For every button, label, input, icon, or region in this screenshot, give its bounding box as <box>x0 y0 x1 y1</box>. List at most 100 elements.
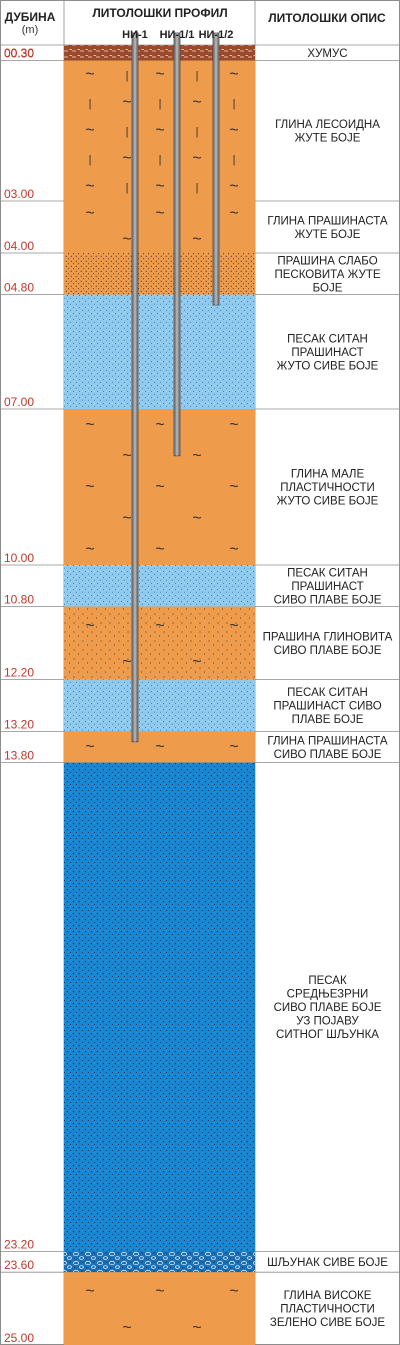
layer-description: СИВО ПЛАВЕ БОЈЕ <box>274 749 382 761</box>
clay-symbol: ~ <box>229 66 238 83</box>
layer-texture <box>64 1251 255 1273</box>
layer-description: ПРАШИНА ГЛИНОВИТА <box>263 631 393 643</box>
depth-label: 23.20 <box>4 1237 34 1251</box>
clay-symbol: ~ <box>85 66 94 83</box>
clay-symbol: ~ <box>192 1319 201 1336</box>
layer-description: ПЕСАК СИТАН <box>287 333 368 345</box>
layer-description: ПЕСАК <box>308 975 347 987</box>
layer-description: СИВО ПЛАВЕ БОЈЕ <box>274 594 382 606</box>
clay-symbol: ~ <box>192 150 201 167</box>
loess-symbol: | <box>89 98 92 110</box>
clay-symbol: ~ <box>229 416 238 433</box>
log-labels: ДУБИНА(m) ЛИТОЛОШКИ ПРОФИЛ ЛИТОЛОШКИ ОПИС Н… <box>4 6 393 1345</box>
layer-description: ЖУТО СИВЕ БОЈЕ <box>277 360 379 372</box>
layer-texture <box>64 253 255 295</box>
clay-symbol: ~ <box>85 617 94 634</box>
well-label-3: НИ-1/2 <box>199 29 234 41</box>
depth-label: 13.20 <box>4 717 34 731</box>
layer-description: ЖУТЕ БОЈЕ <box>295 229 361 241</box>
clay-symbol: ~ <box>229 178 238 195</box>
loess-symbol: | <box>126 70 129 82</box>
depth-label: 03.00 <box>4 187 34 201</box>
clay-symbol: ~ <box>155 122 164 139</box>
layer-clay <box>64 1272 255 1345</box>
clay-symbol: ~ <box>229 479 238 496</box>
profile-column-title: ЛИТОЛОШКИ ПРОФИЛ <box>92 6 227 20</box>
loess-symbol: | <box>159 98 162 110</box>
clay-symbol: ~ <box>85 739 94 756</box>
depth-label: 04.00 <box>4 239 34 253</box>
layer-description: ПРАШИНАСТ СИВО <box>273 700 381 712</box>
depth-unit-label: (m) <box>22 24 39 36</box>
loess-symbol: | <box>196 126 199 138</box>
layer-description: ШЉУНАК СИВЕ БОЈЕ <box>267 1257 388 1269</box>
layer-clay <box>64 731 255 763</box>
layer-description: ГЛИНА ЛЕСОИДНА <box>275 119 380 131</box>
clay-symbol: ~ <box>122 447 131 464</box>
clay-symbol: ~ <box>155 739 164 756</box>
lithology-column: ~ | ~ | ~ | ~ | ~ | ~ | ~ | ~ | ~ | ~ | ~ | ~ | ~ ~ ~ ~ ~ ~ ~ ~ ~ ~ ~ ~ ~ ~ ~ ~… <box>64 45 255 1345</box>
layer-texture <box>64 565 255 607</box>
depth-label: 13.80 <box>4 749 34 763</box>
clay-symbol: ~ <box>122 1319 131 1336</box>
depth-label-top: 00.30 <box>4 46 34 60</box>
depth-label: 25.00 <box>4 1331 34 1345</box>
layer-description: ПЛАВЕ БОЈЕ <box>292 714 364 726</box>
layer-description: ПРАШИНА СЛАБО <box>277 255 377 267</box>
layer-description: ГЛИНА ПРАШИНАСТА <box>267 215 387 227</box>
well-label-1: НИ-1 <box>122 29 148 41</box>
layer-description: УЗ ПОЈАВУ <box>296 1016 359 1028</box>
clay-symbol: ~ <box>85 416 94 433</box>
clay-symbol: ~ <box>85 541 94 558</box>
loess-symbol: | <box>126 126 129 138</box>
layer-description: СИВО ПЛАВЕ БОЈЕ <box>274 1002 382 1014</box>
clay-symbol: ~ <box>85 205 94 222</box>
layer-texture <box>64 294 255 409</box>
piezometer-pipes <box>131 32 220 743</box>
clay-symbol: ~ <box>122 150 131 167</box>
clay-symbol: ~ <box>155 617 164 634</box>
depth-label: 07.00 <box>4 395 34 409</box>
clay-symbol: ~ <box>122 94 131 111</box>
layer-description: СИВО ПЛАВЕ БОЈЕ <box>274 645 382 657</box>
layer-description: СИТНОГ ШЉУНКА <box>276 1029 379 1041</box>
clay-symbol: ~ <box>229 1283 238 1300</box>
clay-symbol: ~ <box>229 541 238 558</box>
depth-label: 10.00 <box>4 551 34 565</box>
layer-description: ПЛАСТИЧНОСТИ <box>280 1304 375 1316</box>
layer-description: ПЕСАК СИТАН <box>287 567 368 579</box>
well-label-2: НИ-1/1 <box>160 29 195 41</box>
layer-description: БОЈЕ <box>313 282 343 294</box>
loess-symbol: | <box>126 182 129 194</box>
layer-texture <box>64 679 255 732</box>
layer-description: ЖУТЕ БОЈЕ <box>295 133 361 145</box>
clay-symbol: ~ <box>155 205 164 222</box>
clay-symbol: ~ <box>155 479 164 496</box>
layer-description: ХУМУС <box>307 48 347 60</box>
layer-description: ЗЕЛЕНО СИВЕ БОЈЕ <box>270 1317 385 1329</box>
layer-clay <box>64 201 255 253</box>
loess-symbol: | <box>196 70 199 82</box>
clay-symbol: ~ <box>229 122 238 139</box>
depth-label: 23.60 <box>4 1258 34 1272</box>
layer-description: ПРАШИНАСТ <box>291 581 363 593</box>
layer-loess-clay <box>64 60 255 201</box>
clay-symbol: ~ <box>192 231 201 248</box>
loess-symbol: | <box>233 98 236 110</box>
clay-symbol: ~ <box>229 739 238 756</box>
layer-description: ГЛИНА МАЛЕ <box>291 469 365 481</box>
clay-symbol: ~ <box>192 510 201 527</box>
clay-symbol: ~ <box>122 231 131 248</box>
clay-symbol: ~ <box>229 617 238 634</box>
clay-symbol: ~ <box>155 541 164 558</box>
description-column-title: ЛИТОЛОШКИ ОПИС <box>268 11 386 25</box>
layer-description: ГЛИНА ВИСОКЕ <box>284 1290 372 1302</box>
clay-symbol: ~ <box>229 205 238 222</box>
clay-symbol: ~ <box>85 1283 94 1300</box>
clay-symbol: ~ <box>155 178 164 195</box>
layer-description: ЖУТО СИВЕ БОЈЕ <box>277 496 379 508</box>
layer-description: ПЕСАК СИТАН <box>287 687 368 699</box>
loess-symbol: | <box>159 154 162 166</box>
depth-label: 12.20 <box>4 665 34 679</box>
clay-symbol: ~ <box>155 416 164 433</box>
